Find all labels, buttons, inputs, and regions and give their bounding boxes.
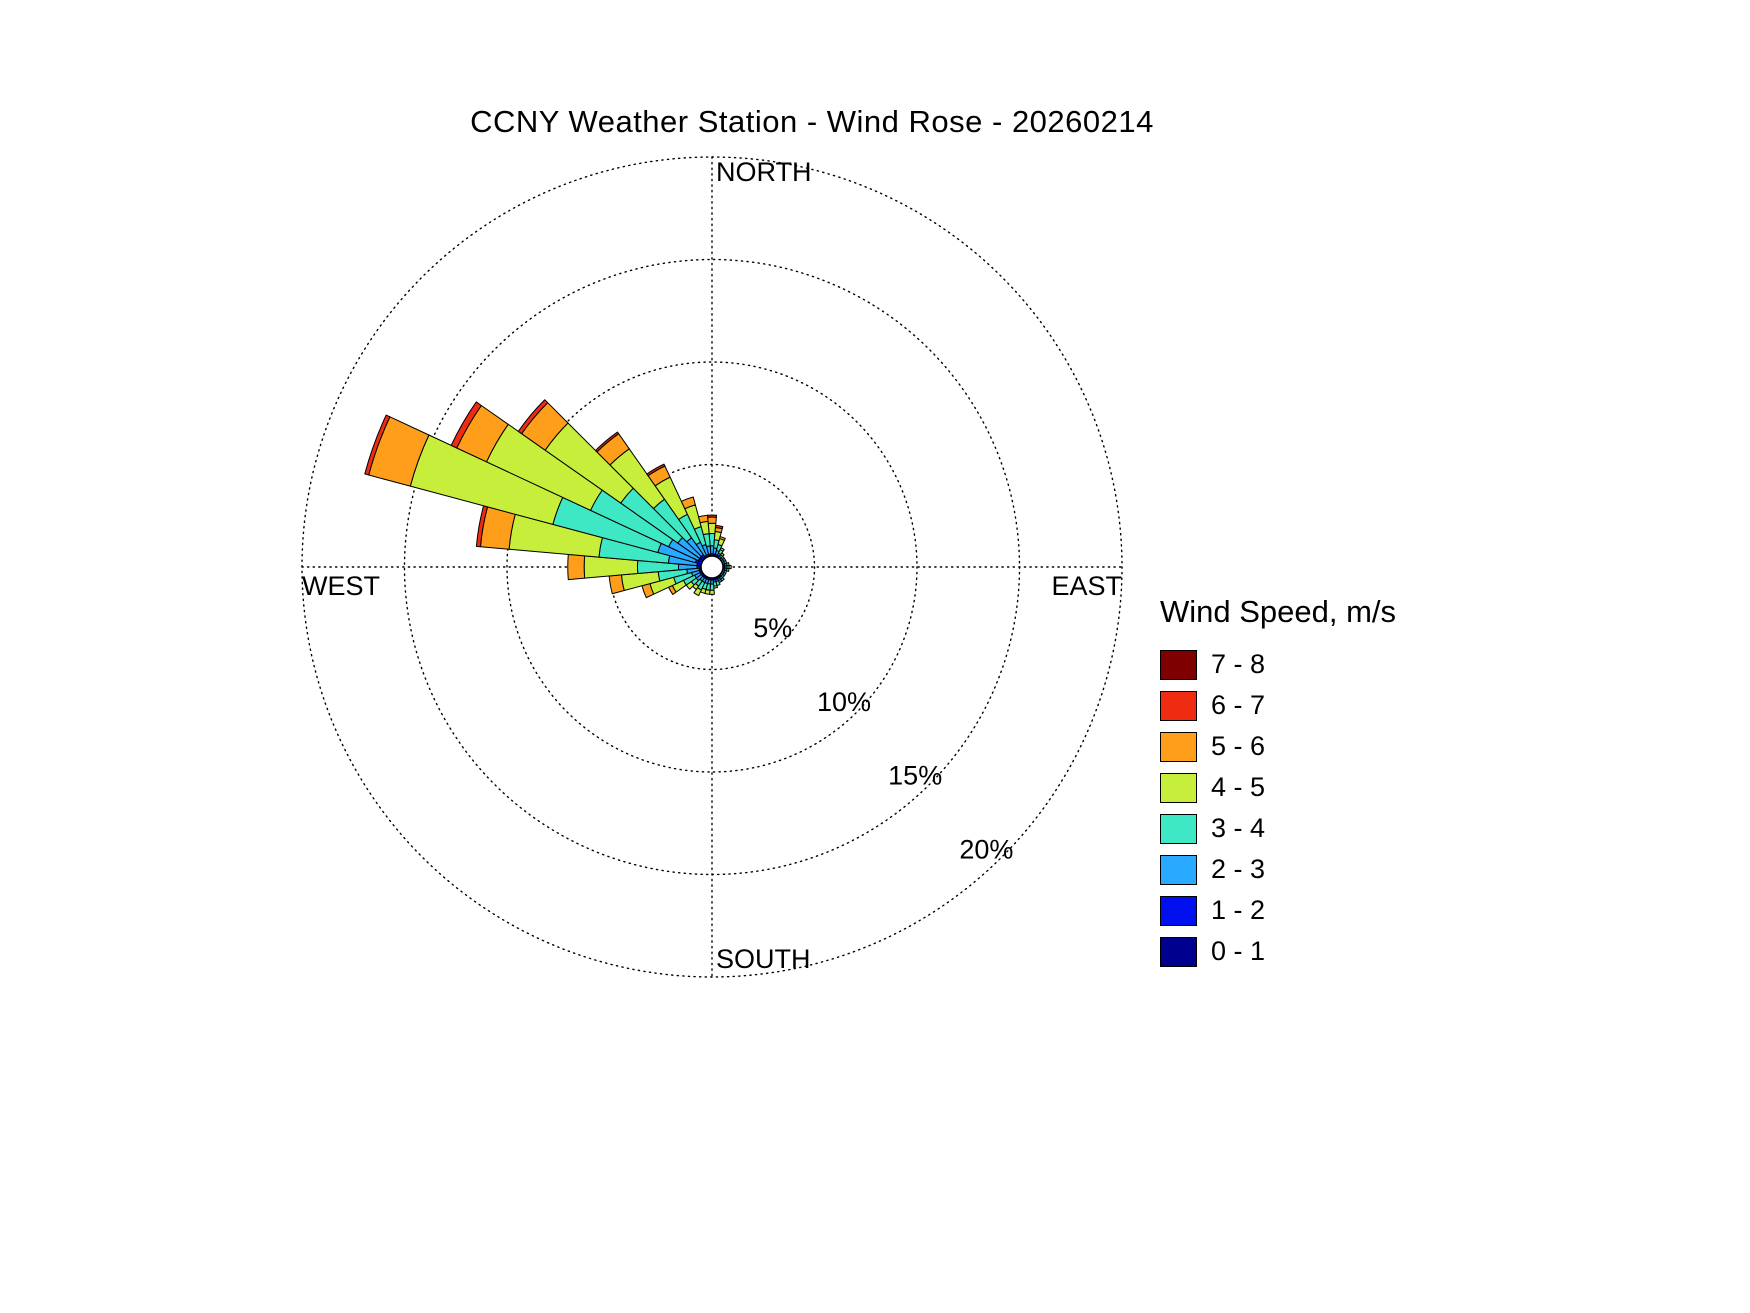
- legend-swatch-icon: [1160, 895, 1197, 926]
- legend-label: 4 - 5: [1211, 772, 1266, 802]
- legend-item-7-8: 7 - 8: [1160, 644, 1396, 685]
- legend-label: 5 - 6: [1211, 731, 1266, 761]
- wind-speed-legend: Wind Speed, m/s 7 - 8 6 - 7 5 - 6 4 - 5 3 - …: [1160, 594, 1396, 972]
- compass-label-south: SOUTH: [716, 944, 811, 974]
- petal-segment-dir210-bin4-5: [693, 587, 702, 597]
- legend-swatch-icon: [1160, 936, 1197, 967]
- petal-segment-dir100-bin3-4: [726, 567, 730, 572]
- petal-segment-dir0-bin6-7: [706, 514, 718, 518]
- petal-segment-dir0-bin5-6: [707, 516, 717, 524]
- legend-item-3-4: 3 - 4: [1160, 808, 1396, 849]
- legend-items: 7 - 8 6 - 7 5 - 6 4 - 5 3 - 4 2 - 3 1 - 2 0 - 1: [1160, 644, 1396, 972]
- legend-label: 3 - 4: [1211, 813, 1266, 843]
- ring-label-20%: 20%: [959, 834, 1013, 864]
- petal-segment-dir260-bin5-6: [608, 574, 625, 595]
- calm-circle: [700, 555, 724, 579]
- legend-item-1-2: 1 - 2: [1160, 890, 1396, 931]
- petal-segment-dir350-bin5-6: [698, 514, 709, 524]
- legend-title: Wind Speed, m/s: [1160, 594, 1397, 629]
- compass-label-west: WEST: [302, 571, 380, 601]
- legend-item-2-3: 2 - 3: [1160, 849, 1396, 890]
- ring-label-10%: 10%: [817, 687, 871, 717]
- petal-segment-dir330-bin6-7: [646, 463, 666, 477]
- grid-ring-10%: [506, 361, 918, 773]
- legend-label: 6 - 7: [1211, 690, 1266, 720]
- compass-label-north: NORTH: [716, 157, 812, 187]
- legend-swatch-icon: [1160, 731, 1197, 762]
- legend-swatch-icon: [1160, 690, 1197, 721]
- petal-segment-dir310-bin6-7: [517, 399, 549, 435]
- ring-label-5%: 5%: [753, 613, 792, 643]
- petal-segment-dir270-bin5-6: [567, 553, 586, 581]
- legend-swatch-icon: [1160, 854, 1197, 885]
- legend-item-6-7: 6 - 7: [1160, 685, 1396, 726]
- legend-swatch-icon: [1160, 772, 1197, 803]
- petal-segment-dir290-bin6-7: [364, 414, 391, 476]
- legend-swatch-icon: [1160, 649, 1197, 680]
- petal-segment-dir90-bin4-5: [728, 564, 732, 570]
- legend-item-4-5: 4 - 5: [1160, 767, 1396, 808]
- petal-segment-dir10-bin6-7: [714, 524, 724, 530]
- chart-title: CCNY Weather Station - Wind Rose - 20260…: [470, 104, 1154, 139]
- petal-segment-dir20-bin5-6: [719, 536, 726, 541]
- legend-item-0-1: 0 - 1: [1160, 931, 1396, 972]
- compass-label-east: EAST: [1051, 571, 1122, 601]
- legend-label: 0 - 1: [1211, 936, 1266, 966]
- petal-segment-dir300-bin6-7: [450, 401, 482, 449]
- petal-segment-dir320-bin6-7: [595, 431, 620, 453]
- legend-label: 7 - 8: [1211, 649, 1266, 679]
- petal-segment-dir40-bin4-5: [720, 552, 725, 557]
- legend-swatch-icon: [1160, 813, 1197, 844]
- ring-label-15%: 15%: [888, 761, 942, 791]
- legend-label: 1 - 2: [1211, 895, 1266, 925]
- petal-segment-dir340-bin5-6: [680, 496, 696, 510]
- legend-item-5-6: 5 - 6: [1160, 726, 1396, 767]
- legend-label: 2 - 3: [1211, 854, 1266, 884]
- petal-segment-dir30-bin4-5: [719, 547, 725, 552]
